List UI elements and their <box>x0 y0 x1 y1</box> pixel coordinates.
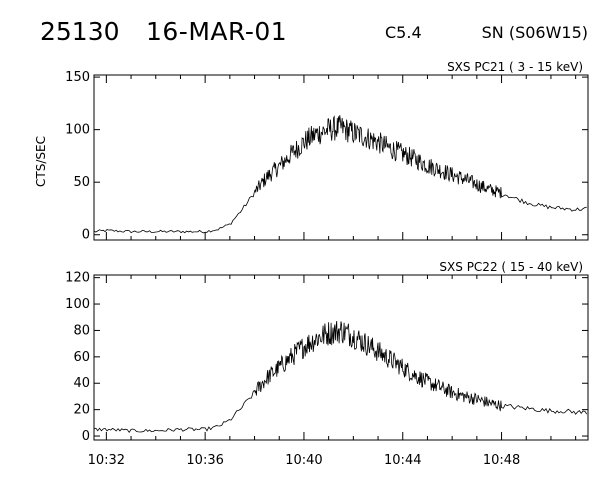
plot-frame-pc22 <box>93 274 589 441</box>
axis-ticks-pc21: 0 50 100 150 <box>65 70 588 243</box>
y-tick-label: 20 <box>73 403 90 418</box>
y-tick-label: 40 <box>73 376 90 391</box>
x-tick-label: 10:40 <box>285 453 322 468</box>
axis-ticks-pc22: 0 20 40 60 80 100 120 <box>65 271 588 444</box>
plot-frame-pc21 <box>93 74 589 241</box>
y-tick-label: 50 <box>73 175 90 190</box>
y-tick-label: 80 <box>73 323 90 338</box>
y-tick-label: 0 <box>82 228 90 243</box>
series-line-pc21-0 <box>93 115 587 234</box>
y-tick-label: 0 <box>82 429 90 444</box>
panel-label-pc21: SXS PC21 ( 3 - 15 keV) <box>447 60 583 74</box>
event-id: 25130 <box>40 17 120 46</box>
y-tick-label: 100 <box>65 123 90 138</box>
series-line-pc22-0 <box>93 320 588 434</box>
y-tick-label: 100 <box>65 297 90 312</box>
y-tick-label: 120 <box>65 271 90 286</box>
x-tick-label: 10:36 <box>186 453 223 468</box>
series-group-pc21 <box>93 115 587 234</box>
flare-location: SN (S06W15) <box>482 23 588 42</box>
event-date: 16-MAR-01 <box>146 17 287 46</box>
panel-label-pc22: SXS PC22 ( 15 - 40 keV) <box>439 260 583 274</box>
y-tick-label: 150 <box>65 70 90 85</box>
y-axis-label: CTS/SEC <box>34 136 48 187</box>
x-tick-label: 10:32 <box>88 453 125 468</box>
y-tick-label: 60 <box>73 350 90 365</box>
x-tick-label: 10:44 <box>384 453 421 468</box>
flare-class: C5.4 <box>385 23 422 42</box>
series-group-pc22 <box>93 320 588 434</box>
x-tick-label: 10:48 <box>483 453 520 468</box>
x-tick-labels: 10:32 10:36 10:40 10:44 10:48 <box>88 453 521 468</box>
